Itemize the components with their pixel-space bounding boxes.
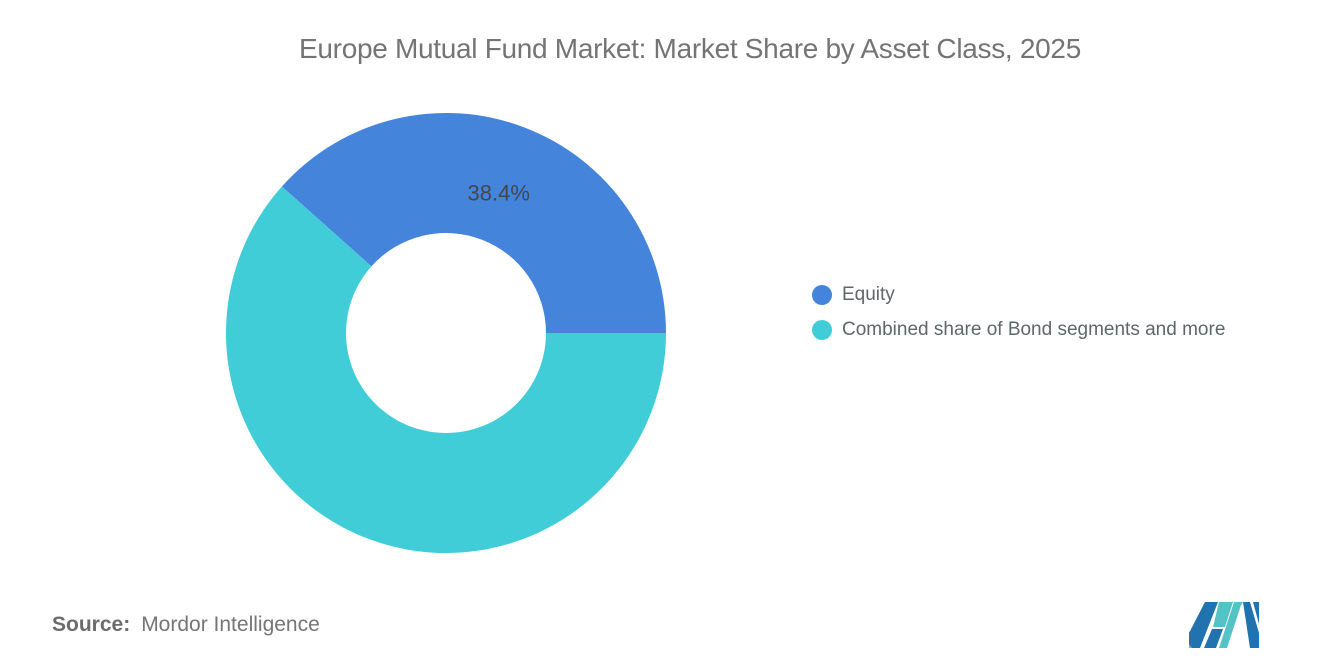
logo-shape-right-top-triangle (1253, 602, 1259, 624)
legend-swatch-bonds-icon (812, 320, 832, 340)
logo-shape-right-teal-notch (1235, 602, 1243, 612)
source-line: Source: Mordor Intelligence (52, 613, 320, 637)
legend-label-equity: Equity (842, 284, 895, 305)
logo-shape-mid-lower-blue (1204, 629, 1223, 648)
logo-shape-right-diagonal (1243, 602, 1259, 648)
mordor-intelligence-logo (1189, 602, 1259, 648)
legend-item-bonds[interactable]: Combined share of Bond segments and more (812, 319, 1225, 341)
logo-shape-mid-teal-parallelogram (1219, 602, 1242, 648)
pie-slice-combined-share-of-bond-segments-and-more[interactable] (226, 186, 667, 553)
source-label: Source: (52, 613, 131, 636)
legend: Equity Combined share of Bond segments a… (812, 284, 1225, 354)
pie-slice-equity[interactable] (281, 112, 666, 333)
legend-swatch-equity-icon (812, 285, 832, 305)
logo-shape-mid-upper-teal (1213, 602, 1233, 627)
source-value: Mordor Intelligence (141, 613, 320, 636)
logo-shape-left-diagonal (1189, 602, 1218, 648)
donut-chart: 38.4% (226, 112, 667, 553)
pie-data-label: 38.4% (468, 181, 530, 206)
legend-label-bonds: Combined share of Bond segments and more (842, 319, 1226, 340)
chart-title: Europe Mutual Fund Market: Market Share … (299, 33, 1081, 64)
legend-item-equity[interactable]: Equity (812, 284, 1225, 306)
